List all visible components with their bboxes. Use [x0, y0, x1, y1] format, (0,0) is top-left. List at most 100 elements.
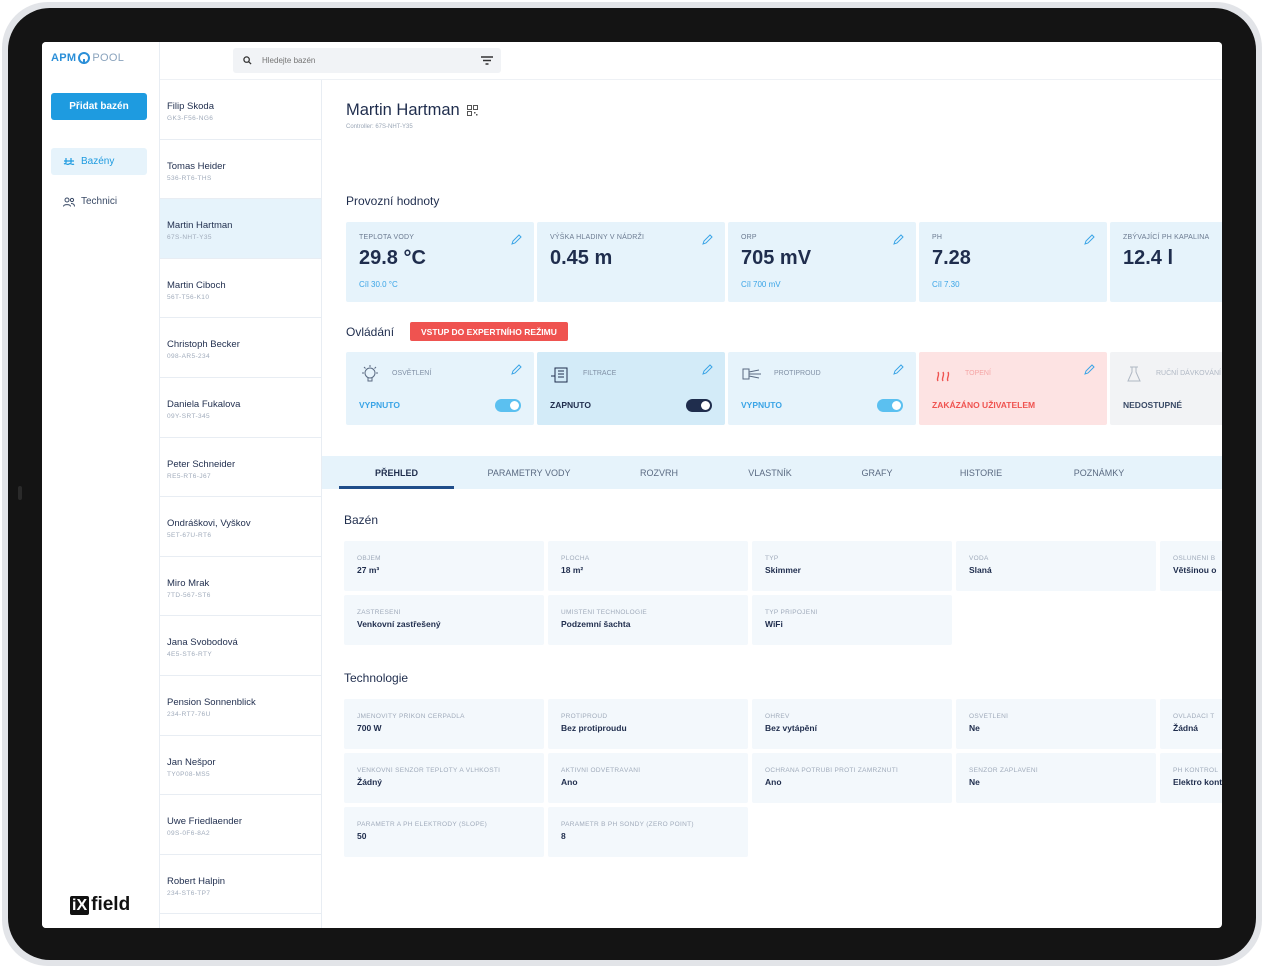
nav-item-technicians[interactable]: Technici	[51, 188, 147, 215]
pool-list-item[interactable]: Tomas Heider 536-RT6-THS	[160, 140, 321, 200]
pool-detail: Martin Hartman Controller: 67S-NHT-Y35 P…	[322, 80, 1222, 928]
pool-name: Peter Schneider	[167, 458, 236, 470]
pool-name: Jan Nešpor	[167, 756, 216, 768]
pool-list-item[interactable]: Jan Nešpor TY0P08-MS5	[160, 736, 321, 796]
pool-list-item[interactable]: Martin Ciboch 56T-T56-K10	[160, 259, 321, 319]
edit-pencil-icon[interactable]	[1083, 363, 1095, 375]
info-field-label: TYP PŘIPOJENÍ	[765, 609, 818, 616]
qr-code-icon[interactable]	[466, 105, 478, 116]
pool-code: GK3-F56-NG6	[167, 115, 214, 122]
control-toggle[interactable]	[877, 399, 903, 412]
edit-pencil-icon[interactable]	[892, 233, 904, 245]
controller-id: Controller: 67S-NHT-Y35	[346, 124, 413, 130]
info-field-value: Skimmer	[765, 565, 801, 575]
control-card: RUČNÍ DÁVKOVÁNÍ NEDOSTUPNÉ	[1110, 352, 1222, 425]
info-field: PROTIPROUD Bez protiproudu	[548, 699, 748, 749]
pool-list-item[interactable]: Filip Skoda GK3-F56-NG6	[160, 80, 321, 140]
pool-name: Christoph Becker	[167, 339, 240, 351]
nav-item-pools[interactable]: Bazény	[51, 148, 147, 175]
pool-name: Daniela Fukalova	[167, 398, 241, 410]
info-field-label: JMENOVITÝ PŘÍKON ČERPADLA	[357, 713, 465, 720]
control-state: ZAKÁZÁNO UŽIVATELEM	[932, 400, 1036, 410]
edit-pencil-icon[interactable]	[892, 363, 904, 375]
pool-list-item[interactable]: Martin Hartman 67S-NHT-Y35	[160, 199, 321, 259]
pool-list-item[interactable]: Robert Halpin 234-ST6-TP7	[160, 855, 321, 915]
tab-1[interactable]: PŘEHLED	[339, 456, 454, 489]
expert-mode-button[interactable]: VSTUP DO EXPERTNÍHO REŽIMU	[410, 322, 568, 341]
tab-7[interactable]: POZNÁMKY	[1073, 467, 1125, 478]
info-field-label: SENZOR ZAPLAVENÍ	[969, 767, 1038, 774]
edit-pencil-icon[interactable]	[1083, 233, 1095, 245]
control-state: ZAPNUTO	[550, 400, 591, 410]
detail-tabs: PŘEHLED PARAMETRY VODY ROZVRH VLASTNÍK GRAFY…	[322, 456, 1222, 489]
control-card: OSVĚTLENÍ VYPNUTO	[346, 352, 534, 425]
operating-values: TEPLOTA VODY 29.8 °C Cíl 30.0 °C VÝŠKA HLAD…	[346, 222, 1222, 302]
pool-name: Martin Ciboch	[167, 279, 226, 291]
info-field-value: Ne	[969, 723, 980, 733]
info-field-value: Bez protiproudu	[561, 723, 627, 733]
pool-list-item[interactable]: Uwe Friedlaender 09S-0F6-8A2	[160, 795, 321, 855]
pool-code: RE5-RT6-J67	[167, 472, 212, 480]
edit-pencil-icon[interactable]	[510, 233, 522, 245]
pool-list-item[interactable]: Ondráškovi, Vyškov 5ET-67U-RT6	[160, 497, 321, 557]
info-field-value: Ne	[969, 777, 980, 787]
pool-list-item[interactable]: Miro Mrak 7TD-567-ST6	[160, 557, 321, 617]
control-toggle[interactable]	[495, 399, 521, 412]
info-field: AKTIVNÍ ODVĚTRÁVÁNÍ Ano	[548, 753, 748, 803]
info-field: SENZOR ZAPLAVENÍ Ne	[956, 753, 1156, 803]
dosing-icon	[1127, 366, 1141, 382]
info-field-value: 8	[561, 831, 566, 841]
pool-name: Uwe Friedlaender	[167, 816, 242, 828]
value-label: TEPLOTA VODY	[359, 234, 415, 241]
info-field: OSVĚTLENÍ Ne	[956, 699, 1156, 749]
counterflow-icon	[742, 368, 761, 380]
info-field: JMENOVITÝ PŘÍKON ČERPADLA 700 W	[344, 699, 544, 749]
pool-name: Martin Hartman	[167, 220, 233, 232]
nav-item-technicians-label: Technici	[81, 196, 118, 207]
info-field-value: Elektro kont	[1173, 777, 1222, 787]
drop-icon	[78, 52, 91, 64]
tab-6[interactable]: HISTORIE	[959, 467, 1003, 478]
info-field: OVLÁDACÍ T Žádná	[1160, 699, 1222, 749]
info-field-value: Bez vytápění	[765, 723, 817, 733]
pool-list-item[interactable]: Peter Schneider RE5-RT6-J67	[160, 438, 321, 498]
operating-values-title: Provozní hodnoty	[346, 194, 440, 208]
apm-pool-logo[interactable]: APM POOL	[51, 50, 124, 66]
filter-icon[interactable]	[481, 56, 493, 65]
value-number: 12.4 l	[1123, 247, 1174, 269]
info-field-value: Žádná	[1173, 723, 1199, 733]
pool-list-item[interactable]: Jana Svobodová 4E5-ST6-RTY	[160, 616, 321, 676]
tab-4[interactable]: VLASTNÍK	[748, 467, 792, 478]
info-field-label: OHŘEV	[765, 713, 790, 720]
value-label: ORP	[741, 234, 757, 241]
pool-list-item[interactable]: Daniela Fukalova 09Y-SRT-345	[160, 378, 321, 438]
info-field: OCHRANA POTRUBÍ PROTI ZAMRZNUTÍ Ano	[752, 753, 952, 803]
search-icon	[243, 56, 252, 65]
pool-name: Filip Skoda	[167, 101, 214, 112]
tab-3[interactable]: ROZVRH	[640, 467, 678, 478]
info-field: ZASTŘEŠENÍ Venkovní zastřešený	[344, 595, 544, 645]
edit-pencil-icon[interactable]	[701, 363, 713, 375]
info-field-value: Většinou o	[1173, 565, 1217, 575]
info-field-value: 27 m³	[357, 565, 380, 575]
edit-pencil-icon[interactable]	[510, 363, 522, 375]
search-input[interactable]	[262, 56, 462, 65]
pool-code: 09S-0F6-8A2	[167, 830, 211, 838]
pool-list-item[interactable]: Pension Sonnenblick 234-RT7-76U	[160, 676, 321, 736]
add-pool-button[interactable]: Přidat bazén	[51, 93, 147, 120]
pool-list-item[interactable]: Christoph Becker 098-AR5-234	[160, 318, 321, 378]
logo-apm-text: APM	[51, 52, 77, 64]
edit-pencil-icon[interactable]	[701, 233, 713, 245]
pool-code: 5ET-67U-RT6	[167, 532, 212, 540]
tab-5[interactable]: GRAFY	[861, 467, 893, 478]
info-field-label: VODA	[969, 555, 989, 562]
pool-code: 234-ST6-TP7	[167, 889, 211, 897]
info-field-label: AKTIVNÍ ODVĚTRÁVÁNÍ	[561, 767, 641, 774]
ixfield-logo: iX field	[70, 894, 130, 916]
info-field-value: Venkovní zastřešený	[357, 619, 441, 629]
control-toggle[interactable]	[686, 399, 712, 412]
search-box[interactable]	[233, 48, 501, 73]
info-field-value: Slaná	[969, 565, 992, 575]
tab-2[interactable]: PARAMETRY VODY	[487, 467, 571, 478]
pool-list: Filip Skoda GK3-F56-NG6 Tomas Heider 536-RT…	[160, 80, 322, 928]
